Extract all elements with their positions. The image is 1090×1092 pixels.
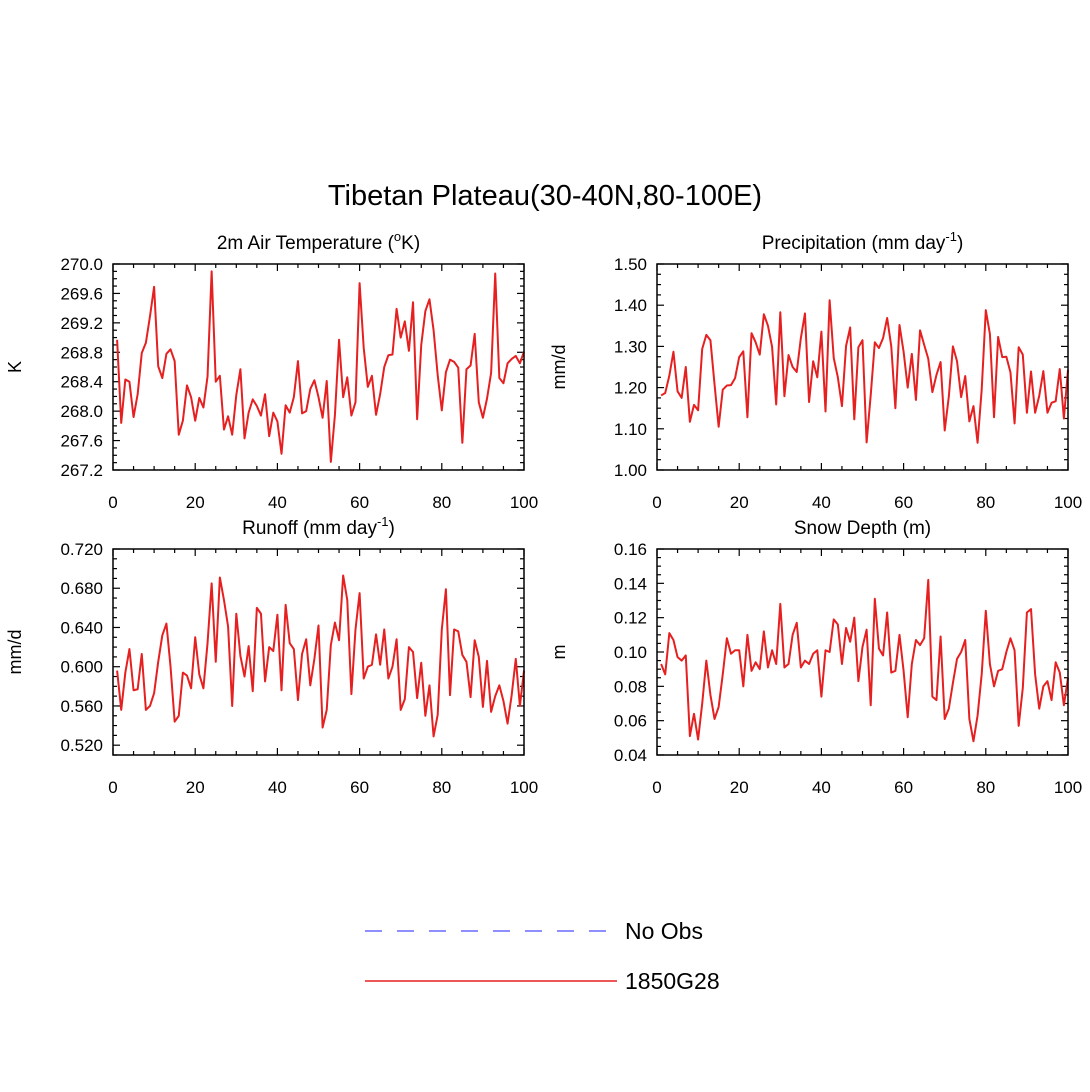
panel-3: Runoff (mm day-1) mm/d 0 20 40 60 80 100 0.520 0.… xyxy=(5,514,538,797)
panel-4-xtick-label: 0 xyxy=(652,778,661,797)
panel-2-ytick-label: 1.40 xyxy=(614,296,647,315)
panel-2: Precipitation (mm day-1) mm/d 0 20 40 60 80 100… xyxy=(549,229,1082,512)
panel-3-series-1850G28 xyxy=(116,574,525,738)
panel-1-ytick-label: 270.0 xyxy=(60,255,103,274)
panel-2-ytick-label: 1.00 xyxy=(614,461,647,480)
panel-4-ytick-label: 0.14 xyxy=(614,574,647,593)
panel-4-ylabel: m xyxy=(549,645,569,660)
panel-1-title: 2m Air Temperature (oK) xyxy=(217,229,420,254)
panel-1-xtick-label: 20 xyxy=(186,493,205,512)
panel-4-xtick-label: 40 xyxy=(812,778,831,797)
panel-1-ylabel: K xyxy=(5,361,25,373)
panel-4-series-1850G28 xyxy=(660,578,1069,743)
panel-3-xtick-label: 20 xyxy=(186,778,205,797)
panel-3-title: Runoff (mm day-1) xyxy=(242,514,395,539)
panel-1-ytick-label: 269.2 xyxy=(60,314,103,333)
panel-3-ytick-label: 0.680 xyxy=(60,579,103,598)
panel-3-ytick-label: 0.640 xyxy=(60,618,103,637)
legend-label-2: 1850G28 xyxy=(625,968,720,994)
panel-1-ytick-label: 267.2 xyxy=(60,461,103,480)
panel-4-xtick-label: 20 xyxy=(730,778,749,797)
panel-2-xtick-label: 20 xyxy=(730,493,749,512)
panel-1-title-text: 2m Air Temperature ( xyxy=(217,233,395,254)
panel-2-title-suffix: ) xyxy=(957,233,963,254)
panel-2-ytick-label: 1.10 xyxy=(614,420,647,439)
panel-2-xtick-label: 0 xyxy=(652,493,661,512)
panel-4-ytick-label: 0.12 xyxy=(614,609,647,628)
panel-1-ytick-label: 268.4 xyxy=(60,373,103,392)
panel-3-xtick-label: 40 xyxy=(268,778,287,797)
legend-item-2: 1850G28 xyxy=(365,968,720,994)
panel-3-title-text: Runoff (mm day xyxy=(242,518,377,539)
panel-1: 2m Air Temperature (oK) K 0 20 40 60 80 100 267.… xyxy=(5,229,538,512)
panel-2-xtick-label: 60 xyxy=(894,493,913,512)
panel-2-frame xyxy=(656,263,1069,471)
panel-3-ylabel: mm/d xyxy=(5,630,25,675)
panel-3-xtick-label: 100 xyxy=(510,778,538,797)
legend-item-1: No Obs xyxy=(365,918,703,944)
panel-2-xtick-label: 100 xyxy=(1054,493,1082,512)
panel-2-ytick-label: 1.20 xyxy=(614,379,647,398)
panel-2-xtick-label: 40 xyxy=(812,493,831,512)
panel-4-ytick-label: 0.10 xyxy=(614,643,647,662)
panel-4-ytick-label: 0.08 xyxy=(614,677,647,696)
panel-1-title-superscript: o xyxy=(394,229,401,244)
figure-title: Tibetan Plateau(30-40N,80-100E) xyxy=(328,180,762,212)
panel-3-ytick-label: 0.560 xyxy=(60,697,103,716)
panel-1-xtick-label: 0 xyxy=(108,493,117,512)
panel-2-ylabel: mm/d xyxy=(549,345,569,390)
panel-3-xtick-label: 0 xyxy=(108,778,117,797)
panel-3-ytick-label: 0.720 xyxy=(60,540,103,559)
panel-1-xtick-label: 80 xyxy=(432,493,451,512)
panel-4-xtick-label: 80 xyxy=(976,778,995,797)
panel-2-ytick-label: 1.30 xyxy=(614,337,647,356)
panel-1-ytick-label: 268.0 xyxy=(60,402,103,421)
panel-1-ytick-label: 269.6 xyxy=(60,284,103,303)
panel-2-ytick-label: 1.50 xyxy=(614,255,647,274)
panel-3-xtick-label: 80 xyxy=(432,778,451,797)
panel-4-xtick-label: 60 xyxy=(894,778,913,797)
panel-2-title-superscript: -1 xyxy=(945,229,957,244)
panel-3-xtick-label: 60 xyxy=(350,778,369,797)
panel-2-title-text: Precipitation (mm day xyxy=(762,233,946,254)
panels-group: 2m Air Temperature (oK) K 0 20 40 60 80 100 267.… xyxy=(5,229,1082,797)
panel-4: Snow Depth (m) m 0 20 40 60 80 100 0.04 0.06 0.08 0… xyxy=(549,518,1082,797)
panel-1-xtick-label: 60 xyxy=(350,493,369,512)
panel-3-title-superscript: -1 xyxy=(377,514,389,529)
panel-4-frame xyxy=(656,548,1069,756)
panel-1-ytick-label: 268.8 xyxy=(60,343,103,362)
panel-4-xtick-label: 100 xyxy=(1054,778,1082,797)
panel-1-title-suffix: K) xyxy=(401,233,420,254)
panel-4-ytick-label: 0.16 xyxy=(614,540,647,559)
panel-4-ytick-label: 0.04 xyxy=(614,746,647,765)
legend-label-1: No Obs xyxy=(625,918,703,944)
panel-4-title: Snow Depth (m) xyxy=(794,518,931,539)
panel-4-ytick-label: 0.06 xyxy=(614,712,647,731)
panel-3-frame xyxy=(112,548,525,756)
panel-2-title: Precipitation (mm day-1) xyxy=(762,229,964,254)
panel-2-xtick-label: 80 xyxy=(976,493,995,512)
panel-1-xtick-label: 100 xyxy=(510,493,538,512)
panel-1-ytick-label: 267.6 xyxy=(60,432,103,451)
panel-1-xtick-label: 40 xyxy=(268,493,287,512)
panel-3-ytick-label: 0.520 xyxy=(60,736,103,755)
panel-4-title-text: Snow Depth (m) xyxy=(794,518,931,539)
panel-3-ytick-label: 0.600 xyxy=(60,658,103,677)
panel-1-series-1850G28 xyxy=(116,270,525,463)
panel-3-title-suffix: ) xyxy=(389,518,395,539)
legend: No Obs 1850G28 xyxy=(365,918,720,994)
panel-1-frame xyxy=(112,263,525,471)
panel-2-series-1850G28 xyxy=(660,299,1069,444)
